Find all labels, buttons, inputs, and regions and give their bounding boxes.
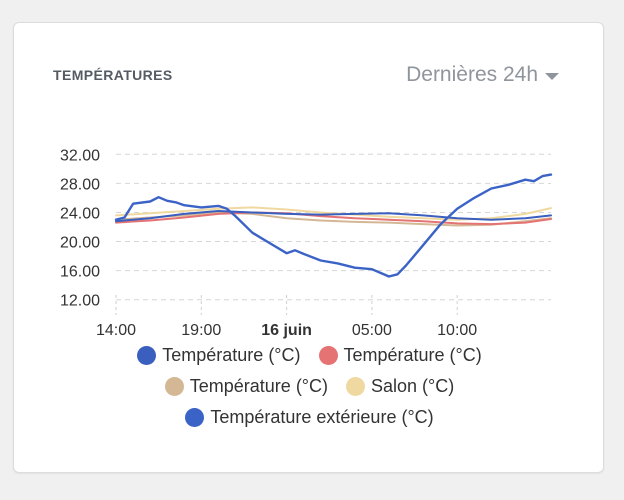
- y-tick-label: 16.00: [60, 264, 100, 281]
- legend-item[interactable]: Température (°C): [137, 345, 301, 366]
- legend-label: Température (°C): [343, 345, 482, 365]
- time-range-label: Dernières 24h: [406, 63, 538, 86]
- temperature-card: TEMPÉRATURES Dernières 24h 12.00 16.00 20.…: [13, 22, 604, 473]
- series-line-4: [114, 173, 553, 278]
- y-tick-label: 12.00: [60, 293, 100, 310]
- legend-item[interactable]: Salon (°C): [346, 376, 454, 397]
- legend-color-icon: [346, 377, 365, 396]
- x-tick-label: 05:00: [352, 322, 392, 339]
- legend-color-icon: [185, 408, 205, 427]
- caret-down-icon: [545, 73, 559, 80]
- legend-row: Température extérieure (°C): [14, 407, 605, 428]
- y-tick-label: 20.00: [60, 235, 100, 252]
- legend-item[interactable]: Température (°C): [318, 345, 482, 366]
- legend-row: Température (°C) Salon (°C): [14, 376, 605, 397]
- x-tick-label: 14:00: [96, 322, 136, 339]
- y-tick-label: 32.00: [60, 147, 100, 164]
- temperature-chart: 12.00 16.00 20.00 24.00 28.00 32.00 14:00 19:00…: [60, 147, 553, 339]
- card-title: TEMPÉRATURES: [53, 67, 173, 83]
- time-range-select[interactable]: Dernières 24h: [406, 63, 559, 87]
- y-tick-label: 28.00: [60, 176, 100, 193]
- legend-label: Température (°C): [162, 345, 301, 365]
- x-tick-label: 16 juin: [261, 322, 312, 339]
- y-tick-label: 24.00: [60, 205, 100, 222]
- legend-color-icon: [137, 346, 157, 365]
- legend-label: Salon (°C): [371, 376, 455, 396]
- legend-row: Température (°C) Température (°C): [14, 345, 605, 366]
- series-line-1: [115, 211, 552, 226]
- legend-label: Température (°C): [189, 376, 328, 396]
- legend-color-icon: [164, 377, 184, 396]
- legend-item[interactable]: Température (°C): [164, 376, 328, 397]
- chart-legend: Température (°C) Température (°C) Températ…: [14, 345, 605, 428]
- legend-color-icon: [318, 346, 338, 365]
- x-tick-label: 19:00: [181, 322, 221, 339]
- series-line-0: [115, 210, 552, 223]
- legend-item[interactable]: Température extérieure (°C): [185, 407, 434, 428]
- x-tick-label: 10:00: [437, 322, 477, 339]
- legend-label: Température extérieure (°C): [210, 407, 434, 427]
